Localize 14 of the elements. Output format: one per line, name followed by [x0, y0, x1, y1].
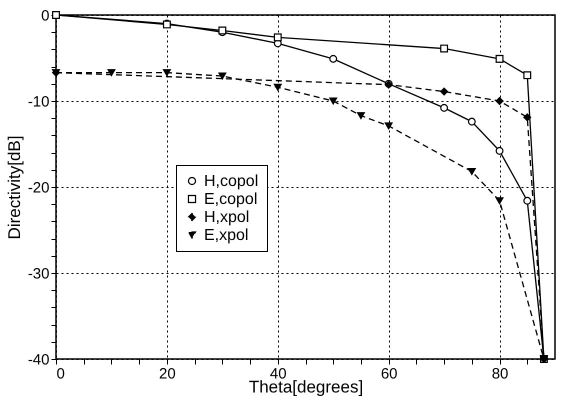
y-tick-label: -20 — [28, 180, 50, 196]
legend-label: E,copol — [204, 191, 258, 208]
x-tick-label: 60 — [380, 366, 398, 382]
legend-label: H,copol — [204, 173, 258, 190]
x-tick-label: 80 — [492, 366, 508, 382]
y-tick-label: -40 — [28, 352, 50, 368]
legend-label: H,xpol — [204, 209, 250, 226]
y-tick-label: -30 — [28, 266, 50, 282]
legend-label: E,xpol — [204, 227, 248, 244]
x-tick-label: 20 — [159, 366, 176, 382]
y-axis-title: Directivity[dB] — [4, 136, 24, 240]
x-tick-label: 0 — [56, 366, 65, 382]
y-tick-label: 0 — [41, 8, 50, 24]
y-tick-label: -10 — [28, 94, 50, 110]
